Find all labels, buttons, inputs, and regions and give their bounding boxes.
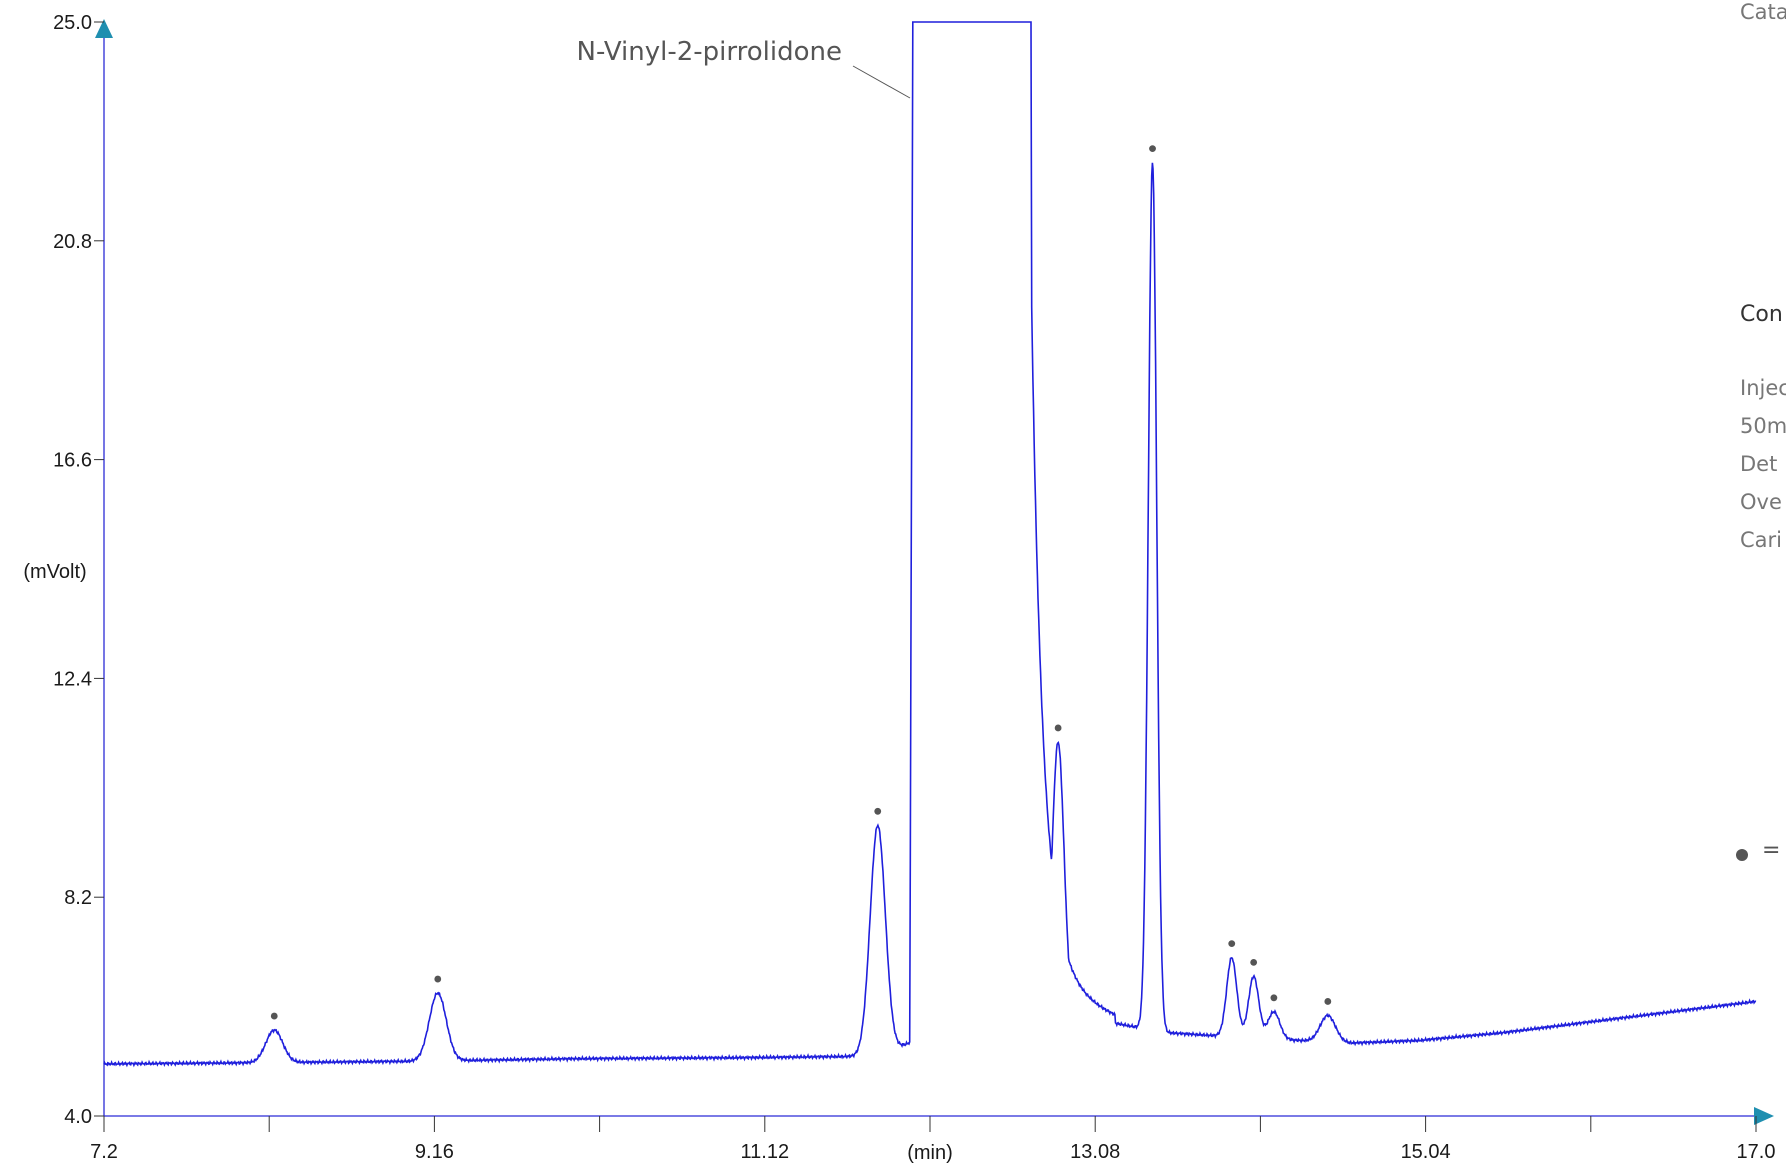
peak-marker-dot — [874, 807, 882, 815]
signal-trace — [103, 21, 1757, 1068]
side-panel-line-1: Injec — [1740, 376, 1786, 400]
y-tick-label: 20.8 — [53, 231, 92, 253]
legend-marker-equals: = — [1762, 838, 1781, 863]
legend-marker-dot — [1736, 849, 1748, 861]
side-panel-top-text: Cata — [1740, 0, 1786, 24]
x-tick-label: 11.12 — [741, 1141, 790, 1163]
x-tick-label: 17.0 — [1737, 1141, 1776, 1163]
peak-marker-dot — [1054, 724, 1062, 732]
y-axis-arrow-icon — [95, 19, 113, 38]
x-tick-label: 9.16 — [415, 1141, 454, 1163]
y-tick-label: 8.2 — [64, 887, 92, 909]
side-panel-line-2: 50m — [1740, 414, 1786, 438]
peak-marker-dot — [1250, 958, 1258, 966]
peak-marker-dot — [434, 975, 442, 983]
main-peak-leader-line — [852, 65, 911, 99]
annotations: N-Vinyl-2-pirrolidone — [577, 37, 911, 99]
y-tick-label: 25.0 — [53, 12, 92, 34]
peak-markers — [270, 145, 1332, 1020]
y-tick-label: 4.0 — [64, 1106, 92, 1128]
x-tick-label: 13.08 — [1070, 1141, 1120, 1163]
peak-marker-dot — [1149, 145, 1156, 153]
peak-marker-dot — [1270, 994, 1278, 1002]
y-tick-label: 16.6 — [53, 450, 92, 472]
peak-marker-dot — [1228, 940, 1236, 948]
side-panel-line-4: Ove — [1740, 490, 1782, 514]
side-panel-heading: Con — [1740, 302, 1783, 327]
peak-marker-dot — [270, 1012, 278, 1020]
side-panel-line-3: Det — [1740, 452, 1778, 476]
x-tick-label: 7.2 — [90, 1141, 118, 1163]
side-panel-line-5: Cari — [1740, 528, 1782, 552]
x-axis-arrow-icon — [1754, 1107, 1774, 1125]
peak-marker-dot — [1324, 998, 1332, 1005]
y-tick-label: 12.4 — [53, 668, 92, 690]
x-axis-label: (min) — [907, 1142, 953, 1164]
ticks: 7.2 9.16 11.12 13.08 15.04 17.0 4.0 8.2 12.4 16.6… — [53, 12, 1775, 1163]
x-tick-label: 15.04 — [1401, 1141, 1451, 1163]
main-peak-label: N-Vinyl-2-pirrolidone — [577, 37, 842, 67]
axes — [95, 19, 1774, 1125]
y-axis-label: (mVolt) — [23, 561, 86, 583]
